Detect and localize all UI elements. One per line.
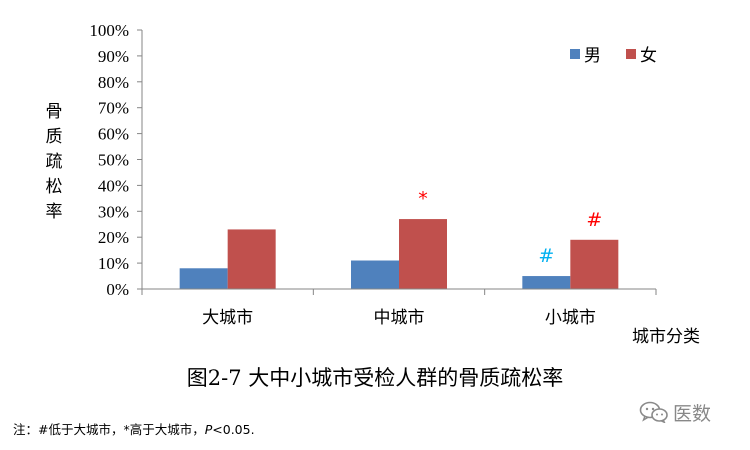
- y-axis-label-char: 松: [46, 177, 63, 197]
- y-tick-label: 60%: [98, 125, 129, 144]
- footnote: 注：#低于大城市，*高于大城市，P<0.05.: [13, 419, 255, 438]
- bar-male: [351, 260, 399, 289]
- y-tick-label: 70%: [98, 99, 129, 118]
- y-tick-label: 30%: [98, 202, 129, 221]
- x-category-label: 小城市: [545, 308, 596, 328]
- footnote-suffix: <0.05.: [212, 422, 255, 437]
- footnote-p-symbol: P: [204, 422, 213, 437]
- significance-star: *: [418, 188, 428, 210]
- y-tick-label: 50%: [98, 151, 129, 170]
- y-tick-label: 100%: [89, 21, 129, 40]
- y-tick-label: 80%: [98, 73, 129, 92]
- y-tick-label: 90%: [98, 47, 129, 66]
- bar-chart: 0% 10% 20% 30% 40% 50% 60% 70% 80% 90% 100% 大城市 中城市 小…: [46, 21, 701, 347]
- wechat-icon: [639, 401, 668, 423]
- significance-hash: #: [538, 245, 554, 267]
- significance-hash: #: [586, 209, 602, 231]
- y-axis-label-char: 骨: [46, 102, 63, 122]
- y-tick-label: 20%: [98, 228, 129, 247]
- y-tick-label: 0%: [106, 280, 129, 299]
- legend-swatch-male: [570, 49, 580, 59]
- bar-female: [399, 219, 447, 289]
- y-axis-label-char: 疏: [46, 152, 63, 172]
- figure-caption: 图2-7 大中小城市受检人群的骨质疏松率: [186, 366, 564, 390]
- bar-male: [179, 268, 228, 289]
- x-category-label: 中城市: [374, 308, 425, 328]
- y-tick-label: 40%: [98, 176, 129, 195]
- legend-label-male: 男: [584, 46, 601, 66]
- legend-swatch-female: [626, 49, 636, 59]
- y-axis-label-char: 率: [46, 202, 63, 222]
- bar-male: [522, 276, 571, 289]
- watermark: 医数: [639, 399, 711, 425]
- footnote-prefix: 注：#低于大城市，*高于大城市，: [13, 422, 205, 437]
- x-axis-label: 城市分类: [632, 327, 700, 347]
- bar-female: [570, 239, 619, 289]
- y-tick-label: 10%: [98, 254, 129, 273]
- y-axis-label-char: 质: [46, 127, 63, 147]
- watermark-text: 医数: [673, 402, 712, 425]
- legend-label-female: 女: [640, 46, 657, 66]
- x-category-label: 大城市: [202, 308, 253, 328]
- bar-female: [227, 229, 276, 289]
